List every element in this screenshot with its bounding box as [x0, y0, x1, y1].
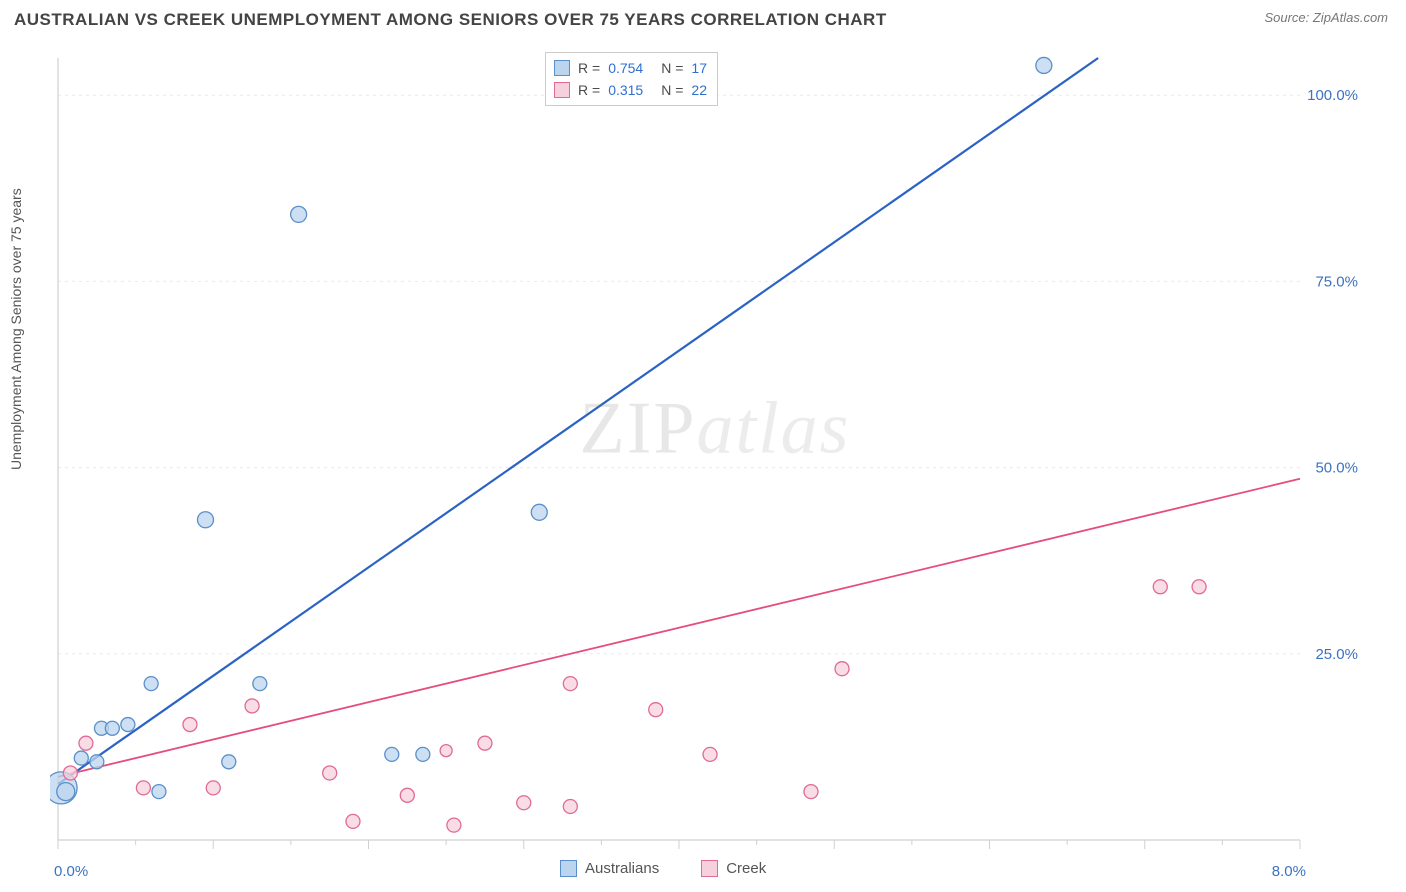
svg-text:25.0%: 25.0% [1315, 646, 1358, 663]
svg-text:0.0%: 0.0% [54, 863, 88, 880]
svg-text:75.0%: 75.0% [1315, 273, 1358, 290]
svg-text:8.0%: 8.0% [1272, 863, 1306, 880]
source-attribution: Source: ZipAtlas.com [1264, 10, 1388, 25]
series-name: Australians [585, 860, 659, 877]
series-name: Creek [726, 860, 766, 877]
chart-title: AUSTRALIAN VS CREEK UNEMPLOYMENT AMONG S… [14, 10, 887, 30]
legend-row: R = 0.754 N = 17 [554, 57, 707, 79]
legend-swatch [554, 60, 570, 76]
legend-n-label: N = [661, 57, 683, 79]
legend-r-label: R = [578, 57, 600, 79]
legend-n-value: 17 [691, 57, 707, 79]
correlation-legend: R = 0.754 N = 17 R = 0.315 N = 22 [545, 52, 718, 106]
legend-n-value: 22 [691, 79, 707, 101]
series-legend: Australians Creek [560, 860, 766, 877]
chart-plot-area: 25.0%50.0%75.0%100.0%0.0%8.0% ZIPatlas R… [50, 50, 1380, 840]
legend-r-label: R = [578, 79, 600, 101]
legend-row: R = 0.315 N = 22 [554, 79, 707, 101]
legend-n-label: N = [661, 79, 683, 101]
scatter-chart-svg: 25.0% 50.0% 75.0% 100.0% 0.0% 8.0% [50, 50, 1380, 890]
legend-r-value: 0.315 [608, 79, 643, 101]
y-axis-label: Unemployment Among Seniors over 75 years [8, 188, 24, 470]
legend-swatch [554, 82, 570, 98]
legend-r-value: 0.754 [608, 57, 643, 79]
series-swatch [560, 860, 577, 877]
svg-text:100.0%: 100.0% [1307, 87, 1358, 104]
svg-text:50.0%: 50.0% [1315, 460, 1358, 477]
series-swatch [701, 860, 718, 877]
